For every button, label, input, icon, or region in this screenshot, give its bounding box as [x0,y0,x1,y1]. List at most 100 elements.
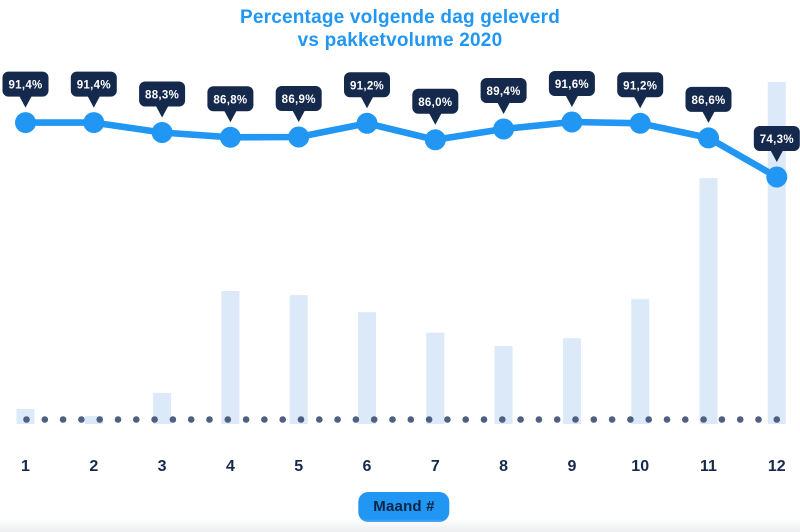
chart-title-line-2: vs pakketvolume 2020 [297,30,503,51]
baseline-dot [78,416,85,423]
value-tooltip-pointer [428,111,443,125]
value-tooltip-pointer [86,94,101,108]
baseline-dot [755,416,762,423]
line-marker-month-5 [288,126,310,148]
value-tooltip [548,71,595,96]
baseline-dot [517,416,524,423]
value-tooltip-label: 86,0% [418,97,452,109]
x-axis-title-badge: Maand # [358,492,450,522]
x-tick-label-7: 7 [431,458,440,475]
value-tooltip [685,86,732,112]
value-tooltip-label: 91,4% [77,80,111,92]
x-tick-label-8: 8 [499,458,508,475]
volume-bar-month-5 [289,295,308,424]
volume-bar-month-9 [562,338,581,424]
baseline-dot [370,416,378,423]
value-tooltip-pointer [360,95,374,109]
x-tick-label-2: 2 [89,458,98,475]
baseline-dot [151,416,158,423]
value-tooltip-label: 91,2% [350,80,384,92]
volume-bar-month-10 [631,299,650,424]
baseline-dot [334,416,341,423]
line-marker-month-7 [424,129,446,151]
value-tooltip-label: 91,4% [8,80,42,92]
baseline-dot [608,416,616,423]
page-bottom-edge [0,519,800,532]
chart-title: Percentage volgende dag geleverd vs pakk… [0,6,800,52]
baseline-dot [645,416,652,423]
baseline-dot [169,416,177,423]
x-tick-label-12: 12 [768,458,786,475]
baseline-dot [316,416,323,423]
value-tooltip [139,81,186,107]
value-tooltip-pointer [223,109,238,123]
chart-title-line-1: Percentage volgende dag geleverd [239,7,560,28]
line-marker-month-4 [219,126,241,148]
baseline-dot [736,416,744,423]
value-tooltip-label: 86,9% [282,94,316,106]
baseline-dot [535,416,543,423]
baseline-dot [553,416,561,423]
volume-bar-month-7 [426,332,445,424]
baseline-dot [96,416,103,423]
x-tick-label-6: 6 [363,458,372,475]
baseline-dot [407,416,415,423]
baseline-dot [206,416,213,423]
line-marker-month-8 [493,118,515,140]
line-marker-month-12 [766,166,788,188]
volume-bar-month-4 [221,291,240,424]
value-tooltip [344,72,390,98]
volume-bar-month-12 [767,82,786,424]
baseline-dot [224,416,232,423]
baseline-dot [297,416,305,423]
value-tooltip [275,86,322,111]
baseline-dot [133,416,140,423]
baseline-dot [352,416,360,423]
baseline-dot [627,416,634,423]
x-tick-label-9: 9 [567,458,576,475]
value-tooltip [70,71,117,97]
combo-chart-canvas: 91,4% 91,4% 88,3% 86,8% 86,9% 91,2% 86,0% 89,4%… [2,71,800,475]
value-tooltip-pointer [564,94,579,107]
value-tooltip [207,86,254,112]
value-tooltip-label: 74,3% [760,134,794,146]
baseline-dot [23,416,30,423]
baseline-dot [59,416,67,423]
value-tooltip [2,71,49,97]
line-marker-month-11 [698,127,719,149]
baseline-dot [773,416,781,423]
value-tooltip [753,126,800,151]
baseline-dot [444,416,451,423]
baseline-dot [41,416,49,423]
x-tick-label-5: 5 [294,458,303,475]
value-tooltip-label: 89,4% [487,86,521,98]
baseline-dot [261,416,268,423]
baseline-dot [718,416,726,423]
value-tooltip-pointer [701,109,716,123]
value-tooltip [480,78,527,103]
line-marker-month-9 [561,111,583,133]
volume-bar-month-2 [84,416,103,424]
x-tick-label-1: 1 [21,458,30,475]
value-tooltip-label: 88,3% [145,90,179,102]
value-tooltip-label: 91,6% [555,79,589,91]
x-tick-label-10: 10 [631,458,649,475]
value-tooltip [412,88,459,114]
baseline-dot [572,416,579,423]
baseline-dot [480,416,488,423]
line-marker-month-3 [151,122,173,143]
baseline-dot [663,416,671,423]
value-tooltip-pointer [496,101,511,114]
value-tooltip-label: 91,2% [623,80,657,92]
baseline-dot [682,416,689,423]
value-tooltip-label: 86,6% [691,95,725,107]
baseline-dot [187,416,195,423]
line-marker-month-2 [83,112,105,134]
trend-line [22,118,781,181]
x-tick-label-3: 3 [158,458,167,475]
volume-bar-month-11 [699,178,718,424]
value-tooltip [617,72,664,98]
value-tooltip-pointer [155,104,170,118]
baseline-dot [590,416,598,423]
